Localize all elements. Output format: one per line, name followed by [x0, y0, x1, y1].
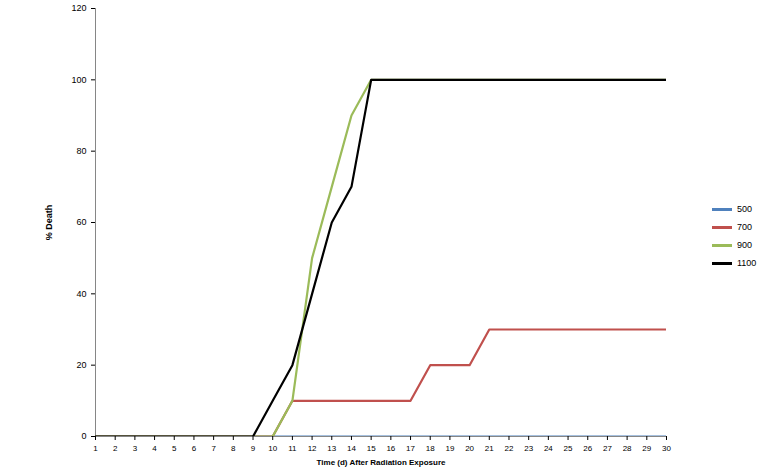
svg-text:80: 80 — [76, 146, 86, 156]
svg-text:21: 21 — [485, 444, 494, 453]
svg-text:27: 27 — [603, 444, 612, 453]
svg-text:9: 9 — [251, 444, 256, 453]
svg-text:% Death: % Death — [44, 205, 54, 241]
html-text:1100: 1100 — [737, 258, 757, 268]
svg-text:24: 24 — [544, 444, 553, 453]
svg-text:15: 15 — [367, 444, 376, 453]
svg-text:25: 25 — [564, 444, 573, 453]
svg-text:2: 2 — [113, 444, 118, 453]
html-text:700: 700 — [737, 222, 752, 232]
svg-text:120: 120 — [71, 3, 86, 13]
svg-text:26: 26 — [583, 444, 592, 453]
svg-text:23: 23 — [524, 444, 533, 453]
svg-text:16: 16 — [386, 444, 395, 453]
svg-text:20: 20 — [76, 360, 86, 370]
svg-text:Time (d) After Radiation Expos: Time (d) After Radiation Exposure — [317, 458, 446, 467]
svg-text:40: 40 — [76, 289, 86, 299]
svg-text:7: 7 — [211, 444, 216, 453]
svg-text:17: 17 — [406, 444, 415, 453]
svg-text:14: 14 — [347, 444, 356, 453]
svg-text:11: 11 — [288, 444, 297, 453]
svg-text:28: 28 — [623, 444, 632, 453]
html-text:900: 900 — [737, 240, 752, 250]
svg-text:100: 100 — [71, 75, 86, 85]
svg-text:5: 5 — [172, 444, 177, 453]
svg-text:1: 1 — [93, 444, 98, 453]
svg-text:30: 30 — [662, 444, 671, 453]
html-text:500: 500 — [737, 204, 752, 214]
svg-text:22: 22 — [505, 444, 514, 453]
svg-text:3: 3 — [133, 444, 138, 453]
svg-text:0: 0 — [81, 431, 86, 441]
svg-text:19: 19 — [445, 444, 454, 453]
svg-text:18: 18 — [426, 444, 435, 453]
svg-text:13: 13 — [327, 444, 336, 453]
svg-text:8: 8 — [231, 444, 236, 453]
svg-text:60: 60 — [76, 217, 86, 227]
svg-text:29: 29 — [642, 444, 651, 453]
svg-text:20: 20 — [465, 444, 474, 453]
svg-text:10: 10 — [268, 444, 277, 453]
svg-text:6: 6 — [192, 444, 197, 453]
svg-text:12: 12 — [308, 444, 317, 453]
svg-text:4: 4 — [152, 444, 157, 453]
